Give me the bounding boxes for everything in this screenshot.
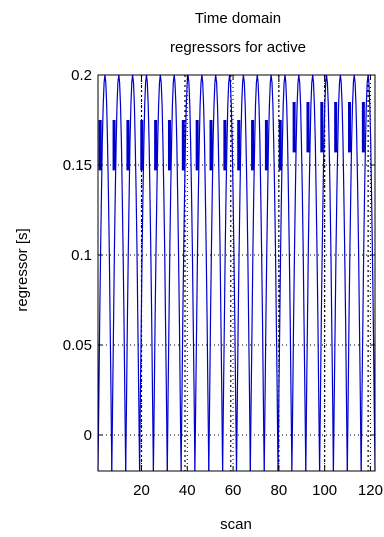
x-axis-label: scan <box>220 516 252 533</box>
y-tick-label: 0.05 <box>63 337 92 354</box>
y-axis-label: regressor [s] <box>14 228 31 311</box>
plot-frame <box>97 74 376 472</box>
x-tick-label: 80 <box>271 482 288 499</box>
y-tick-label: 0.15 <box>63 157 92 174</box>
x-tick-label: 120 <box>358 482 383 499</box>
x-tick-label: 40 <box>179 482 196 499</box>
x-axis: 20 40 60 80 100 120 <box>133 75 383 499</box>
y-tick-label: 0.1 <box>71 247 92 264</box>
x-tick-label: 100 <box>312 482 337 499</box>
y-axis: 0 0.05 0.1 0.15 0.2 <box>63 67 375 444</box>
x-tick-label: 20 <box>133 482 150 499</box>
y-tick-label: 0.2 <box>71 67 92 84</box>
chart-title-line-1: Time domain <box>195 10 281 27</box>
y-tick-label: 0 <box>84 427 92 444</box>
plot-area <box>98 75 375 471</box>
x-tick-label: 60 <box>225 482 242 499</box>
chart-title-line-2: regressors for active <box>170 39 306 56</box>
